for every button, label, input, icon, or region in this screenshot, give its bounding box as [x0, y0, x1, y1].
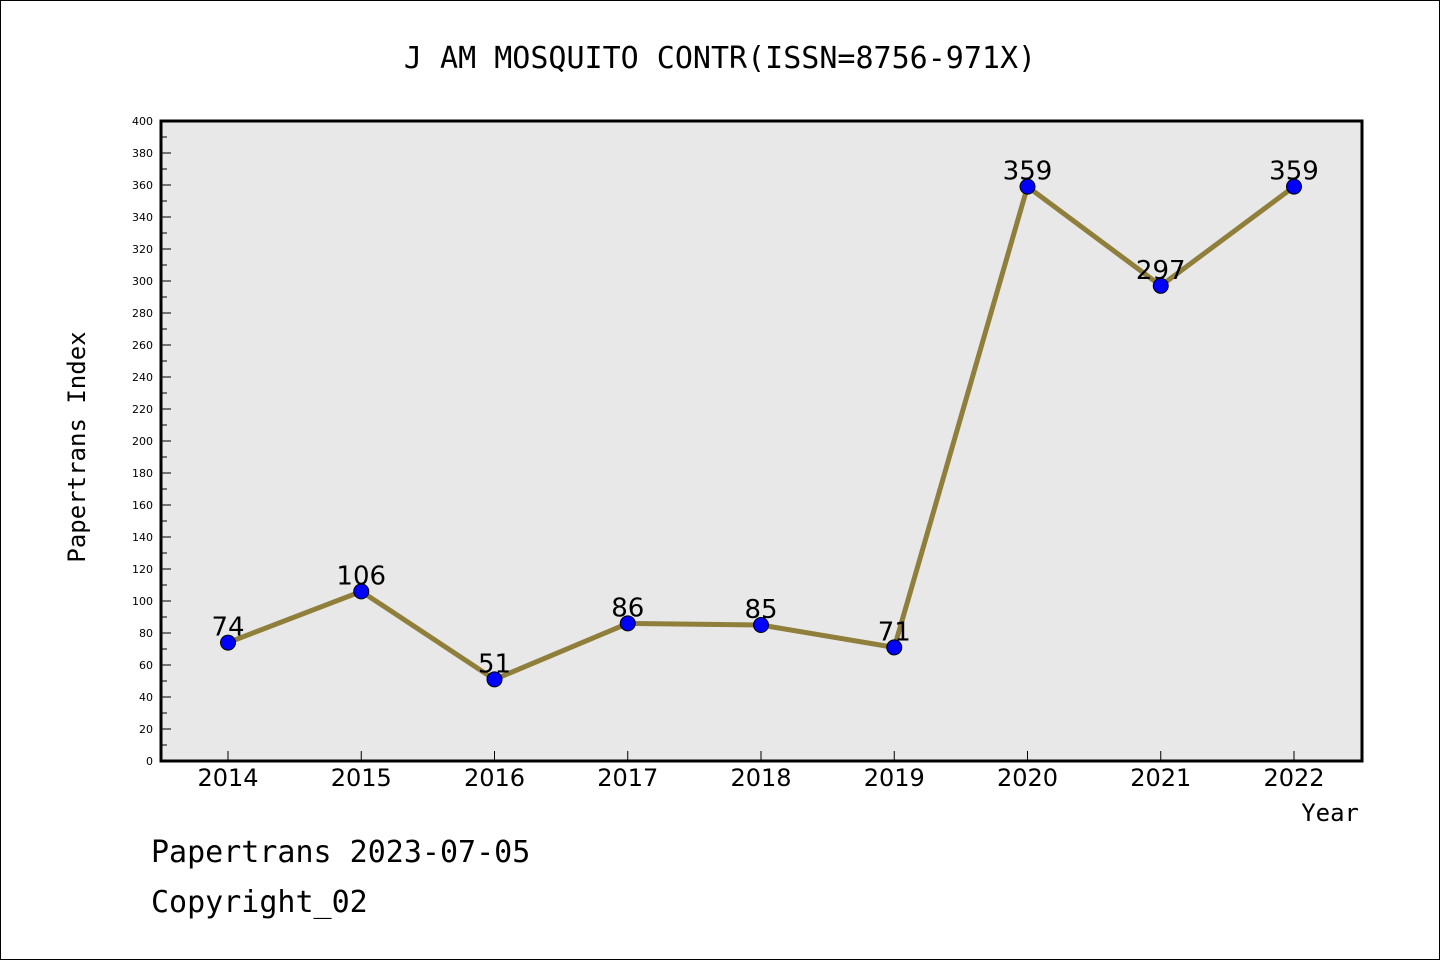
data-label: 359: [1269, 157, 1319, 187]
data-label: 106: [336, 561, 386, 591]
y-tick-label: 320: [132, 243, 153, 256]
plot-frame: [159, 119, 1364, 763]
y-tick-label: 260: [132, 339, 153, 352]
plot-area: [161, 121, 1362, 761]
y-tick-label: 400: [132, 115, 153, 128]
y-tick-label: 180: [132, 467, 153, 480]
data-point: [753, 617, 769, 633]
y-tick-label: 280: [132, 307, 153, 320]
y-tick-label: 80: [139, 627, 153, 640]
y-tick-label: 340: [132, 211, 153, 224]
x-tick-label: 2019: [864, 764, 925, 792]
data-label: 71: [878, 617, 911, 647]
data-point: [619, 615, 636, 632]
x-tick-label: 2017: [597, 764, 658, 792]
data-point: [353, 583, 370, 600]
data-point: [886, 639, 903, 656]
data-labels: 74 106 51 86 85 71 359 297 359: [211, 157, 1318, 680]
y-tick-label: 220: [132, 403, 153, 416]
y-tick-label: 120: [132, 563, 153, 576]
data-label: 74: [211, 613, 244, 643]
x-tick-label: 2014: [197, 764, 258, 792]
data-label: 51: [478, 649, 511, 679]
x-tick-label: 2021: [1130, 764, 1191, 792]
y-tick-label: 60: [139, 659, 153, 672]
data-point: [1019, 178, 1036, 195]
x-axis-label: Year: [1301, 799, 1359, 827]
y-tick-label: 380: [132, 147, 153, 160]
series-markers: [220, 178, 1302, 688]
y-tick-label: 100: [132, 595, 153, 608]
y-tick-label: 300: [132, 275, 153, 288]
data-point: [486, 671, 503, 688]
data-label: 359: [1003, 157, 1053, 187]
y-axis-label: Papertrans Index: [63, 331, 91, 562]
data-point: [1152, 277, 1169, 294]
data-label: 297: [1136, 256, 1186, 286]
y-tick-label: 160: [132, 499, 153, 512]
chart-title: J AM MOSQUITO CONTR(ISSN=8756-971X): [404, 41, 1036, 76]
footer-date: Papertrans 2023-07-05: [151, 835, 531, 870]
y-tick-label: 200: [132, 435, 153, 448]
y-axis: 0 20 40 60 80 100 120 140 160 180 200 220 240 260 280 3…: [132, 115, 171, 768]
x-tick-label: 2016: [464, 764, 525, 792]
data-point: [220, 634, 236, 651]
data-label: 86: [611, 593, 644, 623]
x-tick-label: 2018: [730, 764, 791, 792]
y-tick-label: 140: [132, 531, 153, 544]
data-point: [1286, 178, 1302, 195]
y-tick-label: 240: [132, 371, 153, 384]
x-tick-label: 2022: [1263, 764, 1324, 792]
y-tick-label: 360: [132, 179, 153, 192]
y-tick-label: 20: [139, 723, 153, 736]
x-tick-label: 2020: [997, 764, 1058, 792]
y-tick-label: 40: [139, 691, 153, 704]
x-tick-label: 2015: [331, 764, 392, 792]
x-axis: 2014 2015 2016 2017 2018 2019 2020 2021 2022: [197, 751, 1325, 792]
data-label: 85: [744, 595, 777, 625]
footer-copyright: Copyright_02: [151, 885, 368, 920]
y-tick-label: 0: [146, 755, 153, 768]
